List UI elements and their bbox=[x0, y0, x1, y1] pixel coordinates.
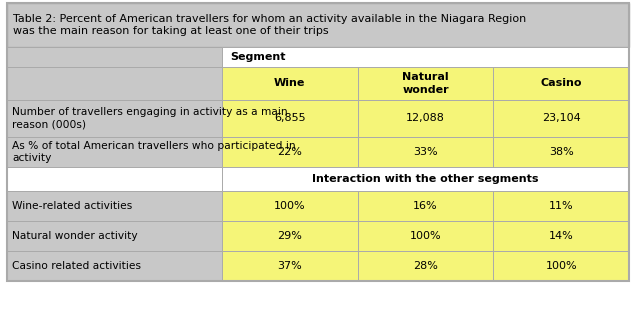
Bar bbox=[7, 251, 222, 281]
Bar bbox=[357, 221, 494, 251]
Text: 100%: 100% bbox=[545, 261, 577, 271]
Bar bbox=[357, 100, 494, 137]
Text: 22%: 22% bbox=[277, 147, 302, 157]
Bar bbox=[7, 191, 222, 221]
Text: Casino related activities: Casino related activities bbox=[12, 261, 141, 271]
Text: 28%: 28% bbox=[413, 261, 438, 271]
Bar bbox=[494, 67, 629, 100]
Text: 29%: 29% bbox=[277, 231, 302, 241]
Text: Wine: Wine bbox=[274, 79, 305, 88]
Bar bbox=[222, 137, 357, 167]
Text: Table 2: Percent of American travellers for whom an activity available in the Ni: Table 2: Percent of American travellers … bbox=[13, 14, 526, 36]
Bar bbox=[357, 191, 494, 221]
Text: Casino: Casino bbox=[541, 79, 582, 88]
Bar bbox=[7, 100, 222, 137]
Bar bbox=[7, 221, 222, 251]
Bar bbox=[222, 100, 357, 137]
Bar bbox=[7, 3, 629, 281]
Text: Segment: Segment bbox=[230, 52, 286, 62]
Bar bbox=[494, 221, 629, 251]
Bar bbox=[7, 47, 222, 67]
Bar bbox=[357, 137, 494, 167]
Bar bbox=[222, 221, 357, 251]
Text: Number of travellers engaging in activity as a main
reason (000s): Number of travellers engaging in activit… bbox=[12, 107, 287, 130]
Bar bbox=[222, 251, 357, 281]
Text: 14%: 14% bbox=[549, 231, 574, 241]
Text: 16%: 16% bbox=[413, 201, 438, 211]
Text: 100%: 100% bbox=[274, 201, 306, 211]
Text: 11%: 11% bbox=[549, 201, 574, 211]
Bar bbox=[494, 191, 629, 221]
Text: 37%: 37% bbox=[277, 261, 302, 271]
Bar bbox=[494, 251, 629, 281]
Text: 38%: 38% bbox=[549, 147, 574, 157]
Text: Wine-related activities: Wine-related activities bbox=[12, 201, 132, 211]
Text: Natural
wonder: Natural wonder bbox=[402, 72, 449, 95]
Bar bbox=[357, 67, 494, 100]
Bar bbox=[7, 137, 222, 167]
Bar bbox=[222, 47, 629, 67]
Bar bbox=[222, 167, 629, 191]
Bar bbox=[7, 67, 222, 100]
Bar bbox=[222, 67, 357, 100]
Bar bbox=[494, 100, 629, 137]
Bar bbox=[494, 137, 629, 167]
Text: 100%: 100% bbox=[410, 231, 441, 241]
Text: As % of total American travellers who participated in
activity: As % of total American travellers who pa… bbox=[12, 141, 296, 163]
Bar bbox=[7, 167, 222, 191]
Bar bbox=[7, 3, 629, 47]
Text: 12,088: 12,088 bbox=[406, 114, 445, 124]
Bar bbox=[357, 251, 494, 281]
Text: 6,855: 6,855 bbox=[274, 114, 306, 124]
Text: 33%: 33% bbox=[413, 147, 438, 157]
Text: 23,104: 23,104 bbox=[542, 114, 581, 124]
Bar bbox=[222, 191, 357, 221]
Text: Interaction with the other segments: Interaction with the other segments bbox=[312, 174, 539, 184]
Text: Natural wonder activity: Natural wonder activity bbox=[12, 231, 137, 241]
